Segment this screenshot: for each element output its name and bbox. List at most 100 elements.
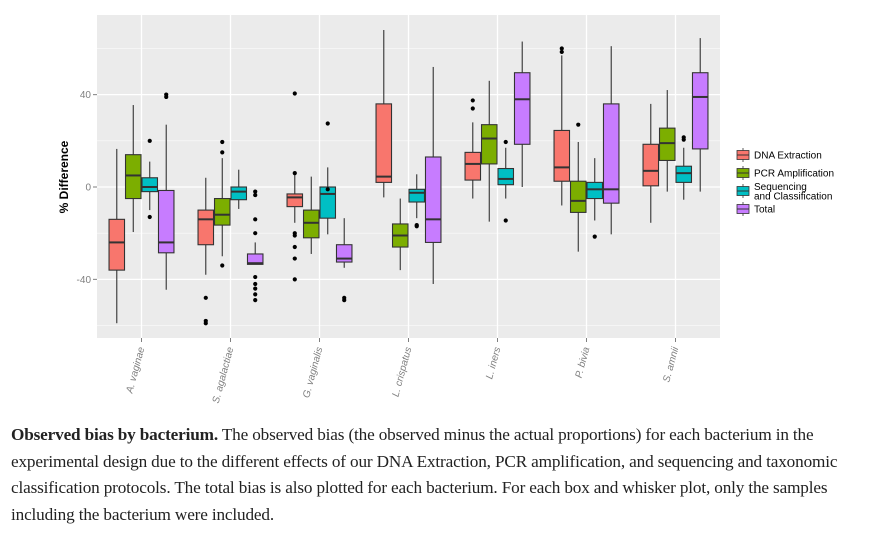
x-tick-label: L. crispatus <box>391 346 415 398</box>
box-iqr <box>197 209 215 246</box>
outlier-point <box>220 263 225 268</box>
box-pcr-amplification <box>480 80 498 222</box>
outlier-point <box>203 321 208 326</box>
box-sequencing-and-classification <box>141 138 159 220</box>
box-total <box>157 92 175 290</box>
box-iqr <box>375 103 393 183</box>
box-sequencing-and-classification <box>230 169 248 209</box>
legend-item: Total <box>736 202 775 216</box>
box-iqr <box>602 103 620 204</box>
boxplot-figure: -40 0 40 A. vaginae S. agalactiae G. vaginal… <box>57 15 834 405</box>
box-dna-extraction <box>464 98 482 199</box>
legend-label: Total <box>754 205 775 216</box>
box-iqr <box>286 193 304 208</box>
outlier-point <box>147 214 152 220</box>
box-iqr <box>497 167 515 186</box>
box-iqr <box>124 154 142 200</box>
box-iqr <box>108 218 126 271</box>
y-axis: -40 0 40 <box>77 90 97 286</box>
box-iqr <box>319 186 337 219</box>
box-iqr <box>141 177 159 193</box>
box-pcr-amplification <box>302 176 320 254</box>
box-sequencing-and-classification <box>319 121 337 235</box>
caption-text: The observed bias (the observed minus th… <box>11 425 838 524</box>
outlier-point <box>253 192 258 198</box>
box-iqr <box>642 143 660 187</box>
box-total <box>513 41 531 188</box>
outlier-point <box>559 46 564 51</box>
box-pcr-amplification <box>569 122 587 252</box>
boxes-layer <box>108 30 709 326</box>
box-iqr <box>480 124 498 165</box>
legend-label: PCR Amplification <box>754 169 834 180</box>
box-iqr <box>408 188 426 203</box>
box-total <box>246 189 264 303</box>
y-tick-label: -40 <box>77 275 92 286</box>
box-sequencing-and-classification <box>675 135 693 200</box>
outlier-point <box>220 150 225 155</box>
legend-item: DNA Extraction <box>736 148 822 162</box>
box-iqr <box>157 189 175 254</box>
outlier-point <box>253 281 258 287</box>
box-sequencing-and-classification <box>497 139 515 223</box>
box-iqr <box>246 253 264 265</box>
outlier-point <box>253 292 258 297</box>
legend-label: DNA Extraction <box>754 151 822 162</box>
box-dna-extraction <box>553 46 571 206</box>
outlier-point <box>470 106 475 111</box>
x-tick-label: S. agalactiae <box>211 346 237 405</box>
box-pcr-amplification <box>124 105 142 233</box>
outlier-point <box>325 121 330 126</box>
x-axis: A. vaginae S. agalactiae G. vaginalis L. cr… <box>124 338 682 405</box>
outlier-point <box>503 139 508 145</box>
caption-title: Observed bias by bacterium. <box>11 425 218 444</box>
outlier-point <box>576 122 581 127</box>
box-total <box>335 218 353 303</box>
outlier-point <box>253 274 258 280</box>
outlier-point <box>470 98 475 103</box>
box-iqr <box>513 72 531 145</box>
outlier-point <box>342 298 347 303</box>
outlier-point <box>253 217 258 222</box>
figure-caption: Observed bias by bacterium. The observed… <box>11 422 866 528</box>
outlier-point <box>292 171 297 176</box>
box-iqr <box>553 129 571 182</box>
outlier-point <box>292 277 297 282</box>
y-axis-title: % Difference <box>57 140 71 213</box>
outlier-point <box>253 286 258 291</box>
outlier-point <box>220 139 225 145</box>
outlier-point <box>253 298 258 303</box>
box-pcr-amplification <box>213 139 231 268</box>
box-dna-extraction <box>286 91 304 282</box>
legend-label: and Classification <box>754 191 832 202</box>
y-tick-label: 40 <box>80 90 92 101</box>
box-iqr <box>658 127 676 162</box>
outlier-point <box>292 244 297 250</box>
box-total <box>691 38 709 192</box>
box-dna-extraction <box>375 30 393 198</box>
box-total <box>424 66 442 284</box>
outlier-point <box>681 137 686 142</box>
y-tick-label: 0 <box>85 183 91 194</box>
x-tick-label: A. vaginae <box>124 346 147 396</box>
box-sequencing-and-classification <box>408 174 426 229</box>
outlier-point <box>203 295 208 300</box>
outlier-point <box>292 256 297 261</box>
x-tick-label: L. iners <box>484 346 503 381</box>
box-iqr <box>691 72 709 150</box>
legend-item: PCR Amplification <box>736 166 834 180</box>
box-iqr <box>586 181 604 200</box>
box-pcr-amplification <box>658 90 676 192</box>
box-iqr <box>464 151 482 181</box>
outlier-point <box>559 49 564 55</box>
outlier-point <box>292 233 297 238</box>
box-total <box>602 46 620 235</box>
x-tick-label: G. vaginalis <box>301 346 325 399</box>
box-dna-extraction <box>197 177 215 326</box>
legend: DNA Extraction PCR Amplification Sequencin… <box>736 148 834 216</box>
outlier-point <box>592 234 597 239</box>
box-iqr <box>213 197 231 226</box>
outlier-point <box>147 138 152 143</box>
outlier-point <box>503 218 508 223</box>
box-iqr <box>569 180 587 213</box>
